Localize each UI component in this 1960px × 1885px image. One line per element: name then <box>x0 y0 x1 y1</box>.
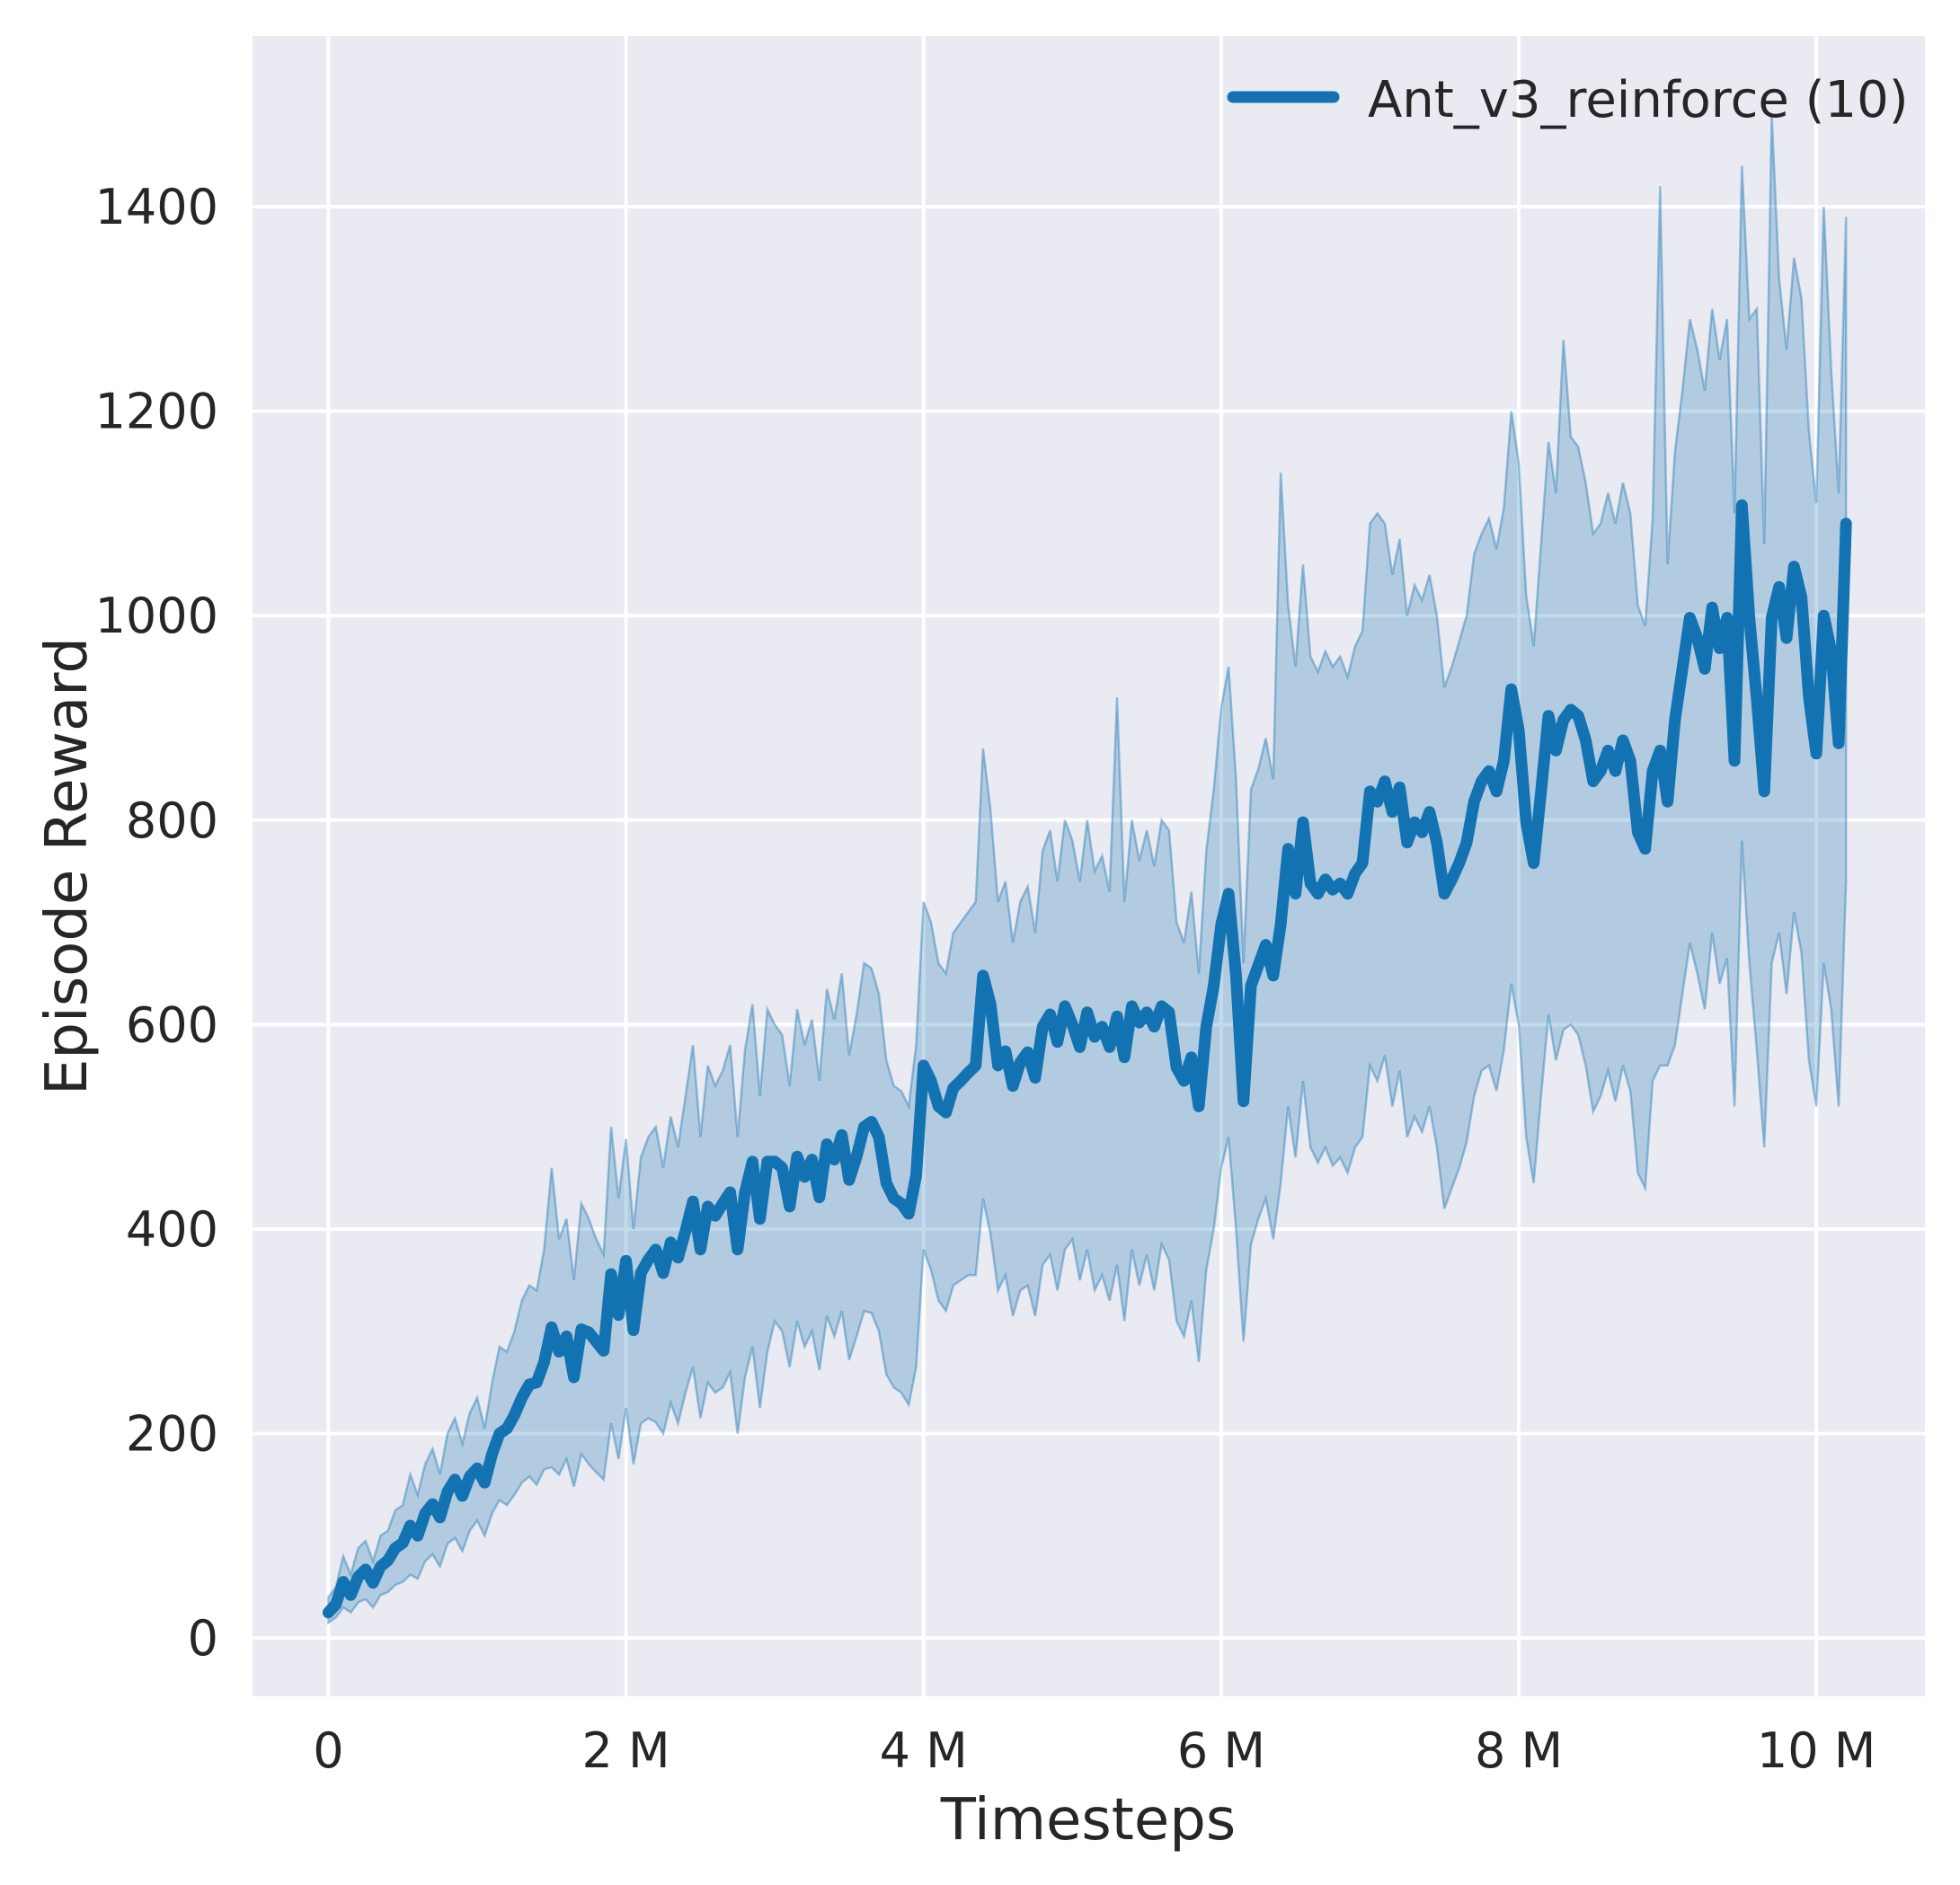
series-line <box>322 499 1852 1619</box>
y-tick-label: 1400 <box>95 179 218 235</box>
x-tick-label: 6 M <box>1177 1722 1265 1779</box>
y-tick-label: 800 <box>126 792 218 849</box>
x-tick-label: 8 M <box>1475 1722 1563 1779</box>
y-tick-label: 200 <box>126 1406 218 1463</box>
x-tick-label: 4 M <box>880 1722 968 1779</box>
legend: Ant_v3_reinforce (10) <box>1227 71 1909 129</box>
x-tick-label: 2 M <box>582 1722 670 1779</box>
y-tick-labels: 0 200 400 600 800 1000 1200 1400 <box>95 179 218 1667</box>
y-tick-label: 1200 <box>95 384 218 440</box>
legend-label: Ant_v3_reinforce (10) <box>1368 71 1909 129</box>
x-axis-label: Timesteps <box>940 1787 1236 1854</box>
confidence-band <box>327 114 1848 1625</box>
x-tick-label: 0 <box>313 1722 343 1779</box>
y-tick-label: 1000 <box>95 588 218 644</box>
x-tick-label: 10 M <box>1757 1722 1876 1779</box>
plot-area <box>253 36 1925 1696</box>
y-axis-label: Episode Reward <box>34 637 101 1095</box>
y-tick-label: 600 <box>126 996 218 1053</box>
y-tick-label: 400 <box>126 1201 218 1258</box>
x-tick-labels: 0 2 M 4 M 6 M 8 M 10 M <box>313 1722 1876 1779</box>
y-tick-label: 0 <box>188 1610 218 1667</box>
